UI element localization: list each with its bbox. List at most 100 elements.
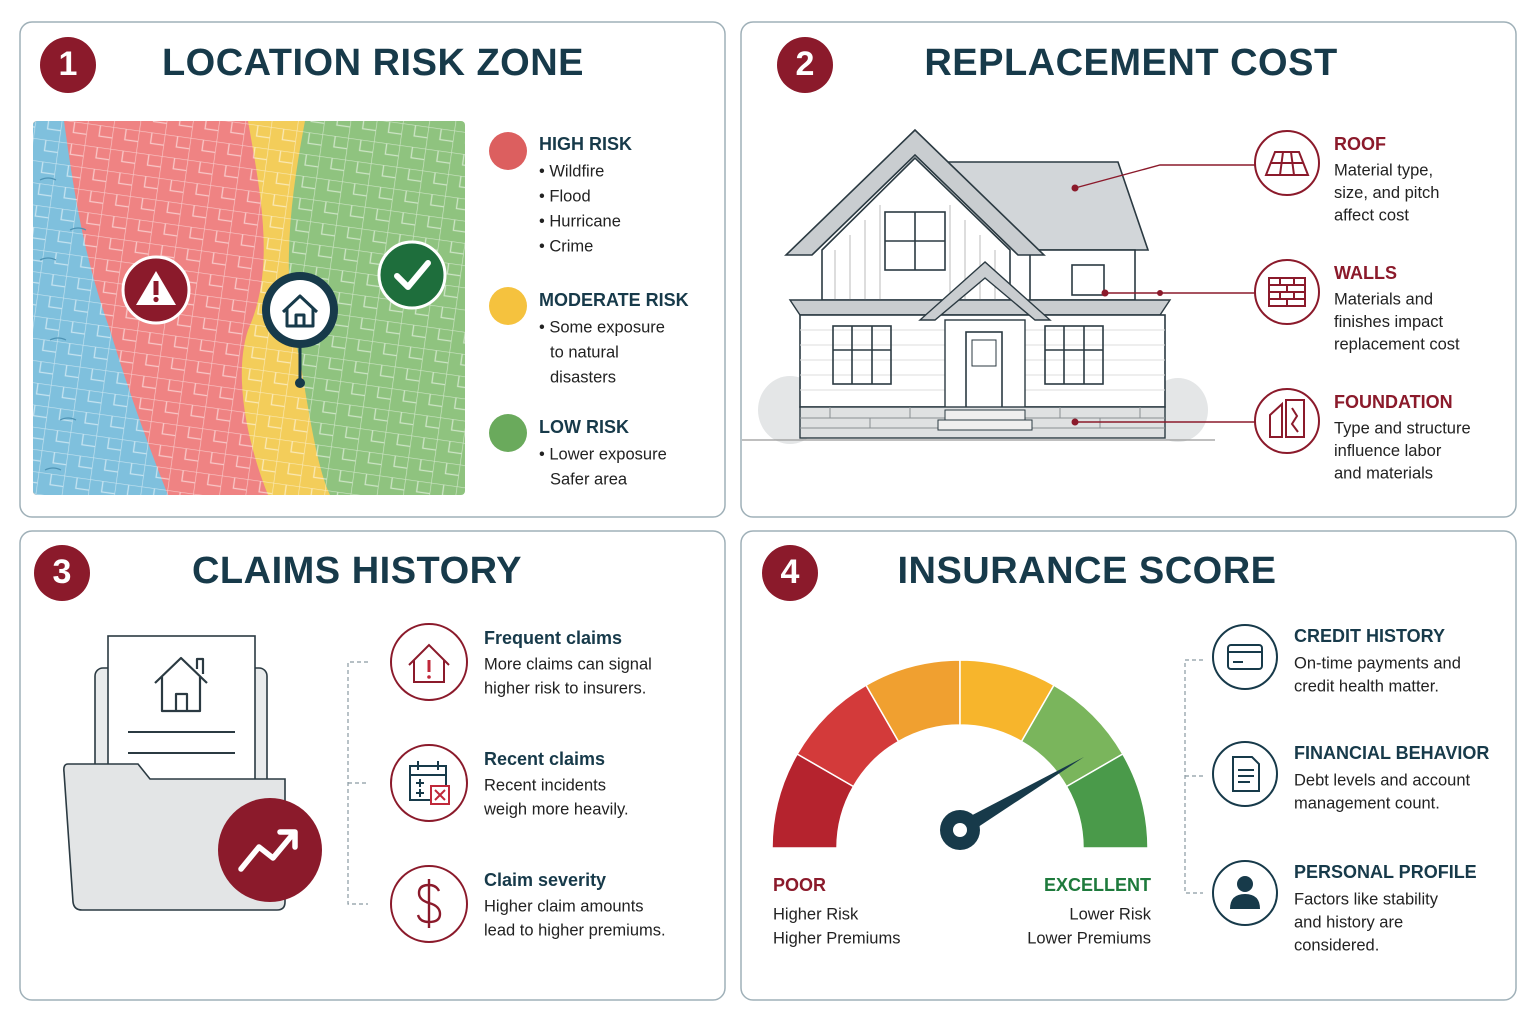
item-text: Debt levels and account: [1294, 771, 1471, 789]
graphic-part: [784, 128, 1046, 256]
panel-title: CLAIMS HISTORY: [192, 550, 522, 592]
item-title: ROOF: [1334, 134, 1386, 154]
graphic-part: [1157, 290, 1163, 296]
item-text: to natural: [550, 343, 619, 361]
item-title: WALLS: [1334, 263, 1397, 283]
walls-icon: [1254, 259, 1320, 325]
bracket: [1184, 659, 1203, 894]
graphic-part: [937, 419, 1033, 431]
graphic-part: [833, 326, 891, 384]
item-text: influence labor: [1334, 442, 1442, 460]
gauge-high-label: EXCELLENT: [1044, 875, 1151, 895]
step-number: 4: [781, 553, 800, 591]
graphic-part: [1029, 249, 1136, 301]
item-title: PERSONAL PROFILE: [1294, 862, 1477, 882]
roof-icon: [1254, 130, 1320, 196]
graphic-part: [1227, 644, 1263, 670]
item-text: considered.: [1294, 936, 1379, 954]
item-text: and history are: [1294, 913, 1403, 931]
frequent-claims-icon: [390, 623, 468, 701]
item-text: • Flood: [539, 187, 591, 205]
graphic-part: [1230, 894, 1260, 909]
item-title: Frequent claims: [484, 628, 622, 648]
house-illustration: [742, 128, 1215, 444]
item-text: affect cost: [1334, 206, 1409, 224]
graphic-part: [1212, 860, 1278, 926]
item-title: Claim severity: [484, 870, 606, 890]
panel-title: INSURANCE SCORE: [897, 550, 1276, 592]
legend-swatch: [489, 287, 527, 325]
graphic-part: [394, 260, 431, 290]
graphic-part: [295, 378, 305, 388]
graphic-part: [33, 121, 465, 495]
item-text: finishes impact: [1334, 313, 1444, 331]
leader-dots: [1071, 184, 1163, 426]
graphic-part: [270, 280, 330, 340]
graphic-part: [1071, 418, 1079, 426]
graphic-part: [1101, 289, 1109, 297]
recent-claims-icon: [390, 744, 468, 822]
graphic-part: [1045, 326, 1103, 384]
graphic-part: [427, 675, 431, 679]
step-number: 1: [59, 45, 78, 83]
safe-marker: [377, 240, 447, 310]
item-title: MODERATE RISK: [539, 290, 689, 310]
gauge-low-label: POOR: [773, 875, 826, 895]
item-text: • Wildfire: [539, 162, 604, 180]
item-text: Material type,: [1334, 161, 1433, 179]
graphic-part: [1071, 264, 1105, 296]
item-text: More claims can signal: [484, 655, 652, 673]
graphic-part: [408, 643, 450, 683]
graphic-part: [944, 319, 1026, 411]
graphic-part: [154, 656, 208, 713]
graphic-part: [128, 731, 235, 754]
graphic-part: [416, 879, 442, 928]
gauge-high-text: Lower Premiums: [1027, 929, 1151, 947]
graphic-part: [281, 294, 319, 328]
item-text: Recent incidents: [484, 776, 606, 794]
item-text: • Crime: [539, 237, 593, 255]
item-text: • Lower exposure: [539, 445, 667, 463]
graphic-part: [788, 299, 1172, 316]
panel-title: REPLACEMENT COST: [924, 42, 1337, 84]
gauge-low-text: Higher Premiums: [773, 929, 900, 947]
texts: 1 LOCATION RISK ZONE HIGH RISK • Wildfire • …: [34, 37, 1489, 954]
graphic-part: [1212, 624, 1278, 690]
item-text: management count.: [1294, 794, 1440, 812]
graphic-part: [1228, 651, 1262, 663]
graphic-part: [1074, 164, 1255, 189]
graphic-part: [218, 798, 322, 902]
graphic-part: [1268, 277, 1306, 307]
item-text: • Some exposure: [539, 318, 665, 336]
graphic-part: [153, 296, 159, 303]
item-title: CREDIT HISTORY: [1294, 626, 1445, 646]
item-title: Recent claims: [484, 749, 605, 769]
warning-marker: [121, 255, 191, 325]
item-title: LOW RISK: [539, 417, 629, 437]
item-title: FINANCIAL BEHAVIOR: [1294, 743, 1489, 763]
foundation-icon: [1254, 388, 1320, 454]
step-badge: [762, 545, 818, 601]
graphic-part: [1264, 151, 1310, 176]
graphic-part: [953, 823, 967, 837]
graphic-part: [1071, 184, 1079, 192]
item-text: and materials: [1334, 464, 1433, 482]
home-pin: [262, 272, 338, 388]
graphic-part: [390, 744, 468, 822]
gauge-needle: [940, 757, 1084, 850]
item-text: higher risk to insurers.: [484, 679, 646, 697]
graphic-part: [153, 281, 159, 295]
graphic-part: [885, 212, 945, 270]
graphic-part: [1232, 756, 1260, 792]
step-badge: [34, 545, 90, 601]
item-text: Materials and: [1334, 290, 1433, 308]
gauge-high-text: Lower Risk: [1069, 905, 1151, 923]
step-badge: [40, 37, 96, 93]
financial-icon: [1212, 741, 1278, 807]
credit-icon: [1212, 624, 1278, 690]
graphic-part: [377, 240, 447, 310]
panel-title: LOCATION RISK ZONE: [162, 42, 584, 84]
graphic-part: [944, 409, 1026, 421]
score-gauge: [771, 659, 1149, 849]
